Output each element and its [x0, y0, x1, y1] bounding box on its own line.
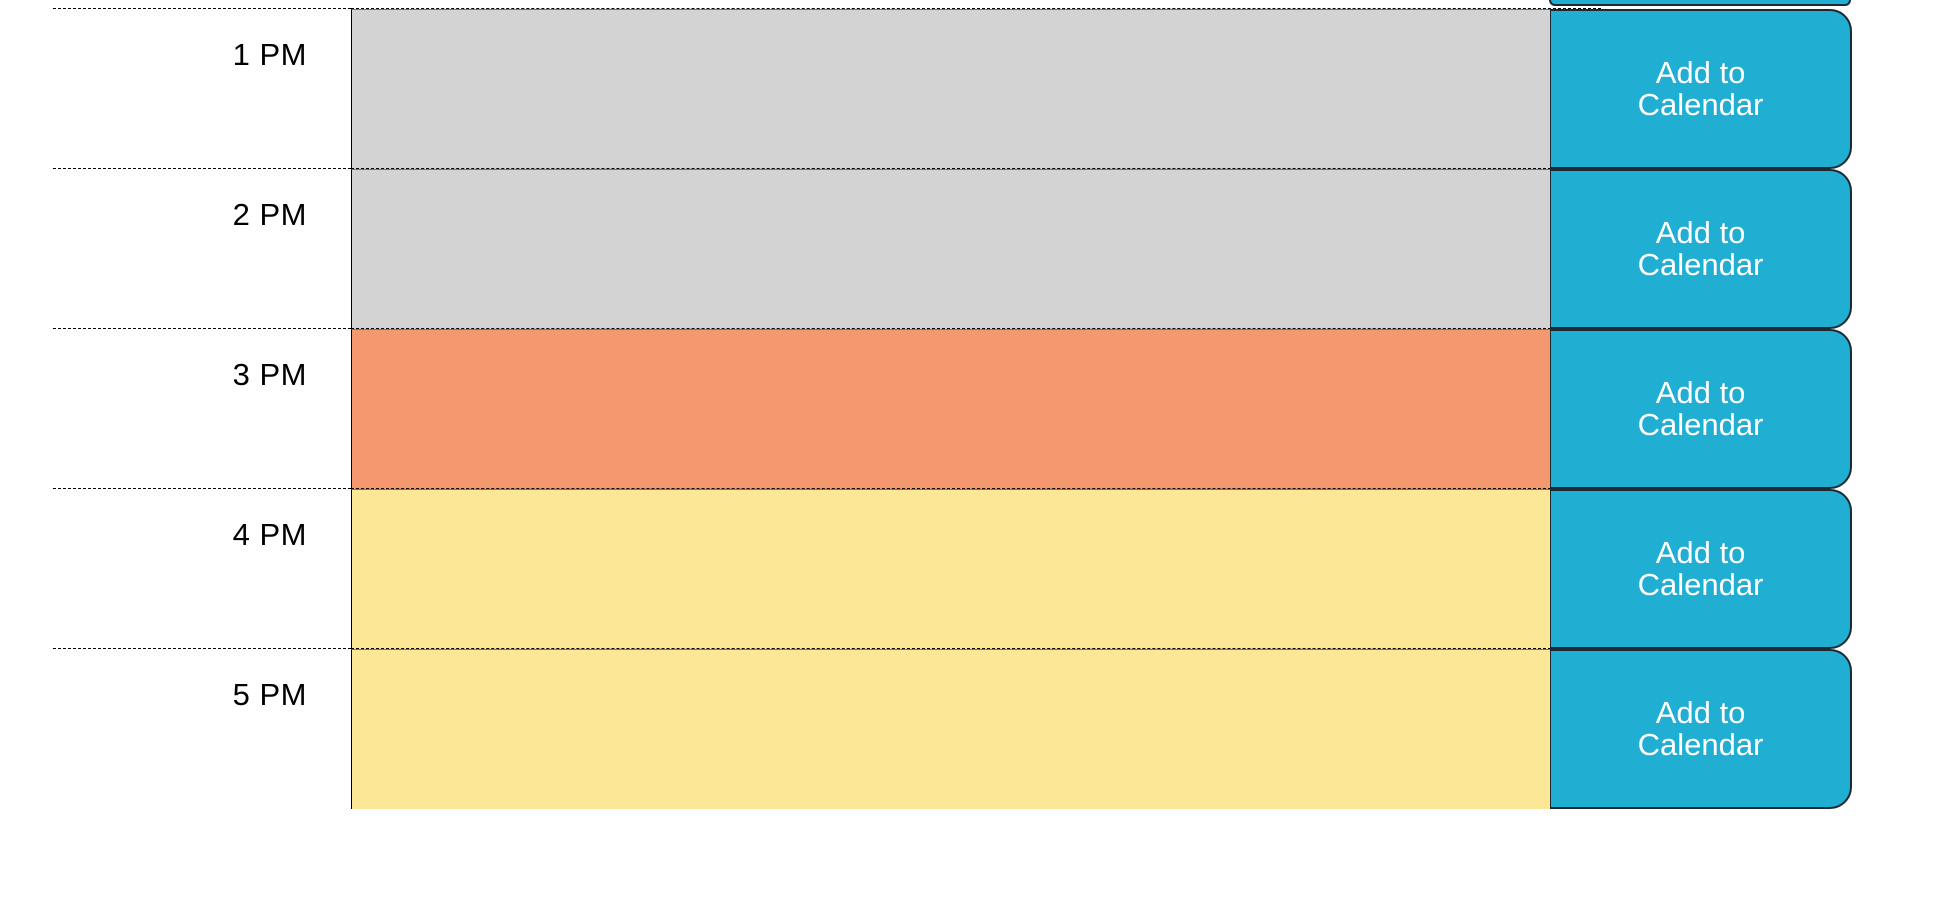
- event-input[interactable]: [351, 649, 1551, 809]
- add-to-calendar-button[interactable]: Add to Calendar: [1550, 9, 1852, 169]
- previous-save-button[interactable]: [1549, 0, 1851, 6]
- hour-label: 3 PM: [232, 357, 307, 392]
- hour-label-cell: 5 PM: [53, 649, 351, 809]
- add-to-calendar-button[interactable]: Add to Calendar: [1550, 489, 1852, 649]
- time-block-1pm: 1 PM Add to Calendar: [53, 9, 1853, 169]
- add-to-calendar-button[interactable]: Add to Calendar: [1550, 169, 1852, 329]
- time-block-3pm: 3 PM Add to Calendar: [53, 329, 1853, 489]
- add-to-calendar-button[interactable]: Add to Calendar: [1550, 649, 1852, 809]
- hour-label: 5 PM: [232, 677, 307, 712]
- event-input[interactable]: [351, 489, 1551, 649]
- hour-label-cell: 2 PM: [53, 169, 351, 329]
- time-block-4pm: 4 PM Add to Calendar: [53, 489, 1853, 649]
- button-label: Add to Calendar: [1637, 535, 1764, 602]
- event-input[interactable]: [351, 169, 1551, 329]
- hour-label-cell: 4 PM: [53, 489, 351, 649]
- button-label: Add to Calendar: [1637, 375, 1764, 442]
- row-divider: [53, 8, 351, 9]
- button-label: Add to Calendar: [1637, 695, 1764, 762]
- hour-label: 4 PM: [232, 517, 307, 552]
- event-input[interactable]: [351, 329, 1551, 489]
- event-input[interactable]: [351, 9, 1551, 169]
- button-label: Add to Calendar: [1637, 215, 1764, 282]
- hour-label: 2 PM: [232, 197, 307, 232]
- add-to-calendar-button[interactable]: Add to Calendar: [1550, 329, 1852, 489]
- button-label: Add to Calendar: [1637, 55, 1764, 122]
- hour-label-cell: 1 PM: [53, 9, 351, 169]
- time-block-2pm: 2 PM Add to Calendar: [53, 169, 1853, 329]
- hour-label-cell: 3 PM: [53, 329, 351, 489]
- row-divider: [351, 8, 1601, 9]
- hour-label: 1 PM: [232, 37, 307, 72]
- time-block-5pm: 5 PM Add to Calendar: [53, 649, 1853, 809]
